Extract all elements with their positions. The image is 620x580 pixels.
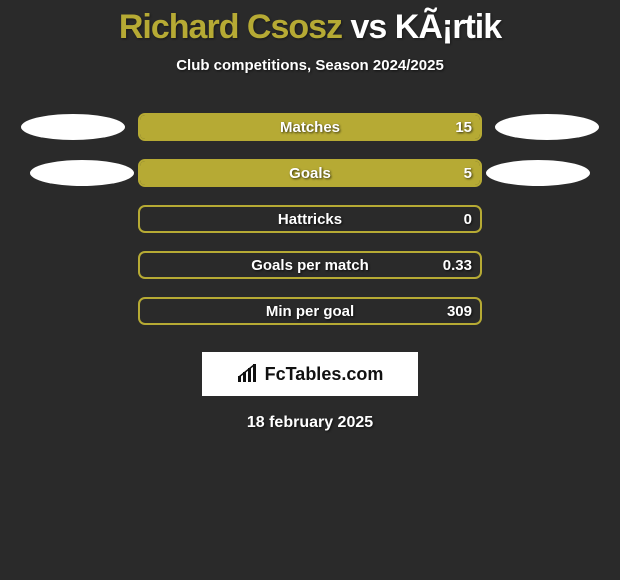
stat-bar: Goals per match 0.33: [138, 251, 482, 279]
subtitle: Club competitions, Season 2024/2025: [0, 57, 620, 74]
stat-bar: Matches 15: [138, 113, 482, 141]
stat-label: Min per goal: [266, 303, 354, 320]
title-player-1: Richard Csosz: [119, 8, 342, 46]
stat-value: 15: [455, 119, 472, 136]
bar-chart-icon: [237, 364, 259, 384]
stat-row: Hattricks 0: [0, 196, 620, 242]
stat-row: Goals 5: [0, 150, 620, 196]
ellipse-holder-left: [8, 114, 138, 140]
date-label: 18 february 2025: [0, 414, 620, 432]
stat-label: Hattricks: [278, 211, 342, 228]
stats-block: Matches 15 Goals 5 Hattricks 0 Goals per match…: [0, 104, 620, 334]
ellipse-holder-left: [8, 252, 138, 278]
title-player-2: KÃ¡rtik: [395, 8, 501, 46]
player-2-ellipse: [486, 160, 590, 186]
stat-value: 0: [464, 211, 472, 228]
stat-row: Matches 15: [0, 104, 620, 150]
title-vs: vs: [342, 8, 395, 46]
comparison-card: Richard Csosz vs KÃ¡rtik Club competitio…: [0, 0, 620, 580]
ellipse-holder-left: [8, 160, 138, 186]
branding[interactable]: FcTables.com: [202, 352, 418, 396]
stat-label: Matches: [280, 119, 340, 136]
stat-value: 0.33: [443, 257, 472, 274]
ellipse-holder-right: [482, 252, 612, 278]
ellipse-holder-right: [482, 114, 612, 140]
page-title: Richard Csosz vs KÃ¡rtik: [0, 0, 620, 47]
player-1-ellipse: [30, 160, 134, 186]
ellipse-holder-right: [482, 298, 612, 324]
stat-value: 309: [447, 303, 472, 320]
stat-value: 5: [464, 165, 472, 182]
player-2-ellipse: [495, 114, 599, 140]
stat-label: Goals: [289, 165, 331, 182]
ellipse-holder-right: [482, 160, 612, 186]
player-1-ellipse: [21, 114, 125, 140]
ellipse-holder-left: [8, 206, 138, 232]
stat-bar: Goals 5: [138, 159, 482, 187]
stat-row: Min per goal 309: [0, 288, 620, 334]
ellipse-holder-right: [482, 206, 612, 232]
stat-label: Goals per match: [251, 257, 369, 274]
stat-bar: Hattricks 0: [138, 205, 482, 233]
stat-row: Goals per match 0.33: [0, 242, 620, 288]
branding-text: FcTables.com: [265, 364, 384, 385]
ellipse-holder-left: [8, 298, 138, 324]
stat-bar: Min per goal 309: [138, 297, 482, 325]
